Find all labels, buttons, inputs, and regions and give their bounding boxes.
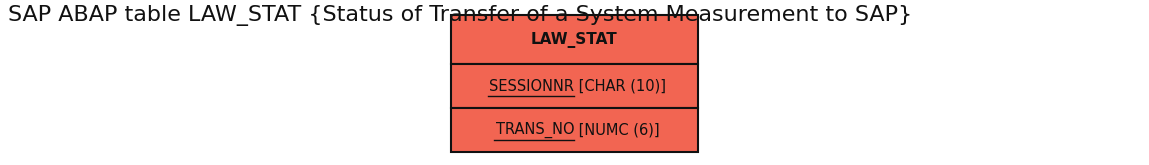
- Bar: [450, 64, 699, 108]
- Text: LAW_STAT: LAW_STAT: [531, 32, 618, 48]
- Text: [NUMC (6)]: [NUMC (6)]: [574, 122, 661, 137]
- Bar: [450, 108, 699, 152]
- Text: TRANS_NO: TRANS_NO: [496, 122, 574, 138]
- Text: [CHAR (10)]: [CHAR (10)]: [574, 79, 666, 94]
- Text: SESSIONNR: SESSIONNR: [489, 79, 574, 94]
- Text: SAP ABAP table LAW_STAT {Status of Transfer of a System Measurement to SAP}: SAP ABAP table LAW_STAT {Status of Trans…: [8, 5, 912, 26]
- Bar: [450, 15, 699, 64]
